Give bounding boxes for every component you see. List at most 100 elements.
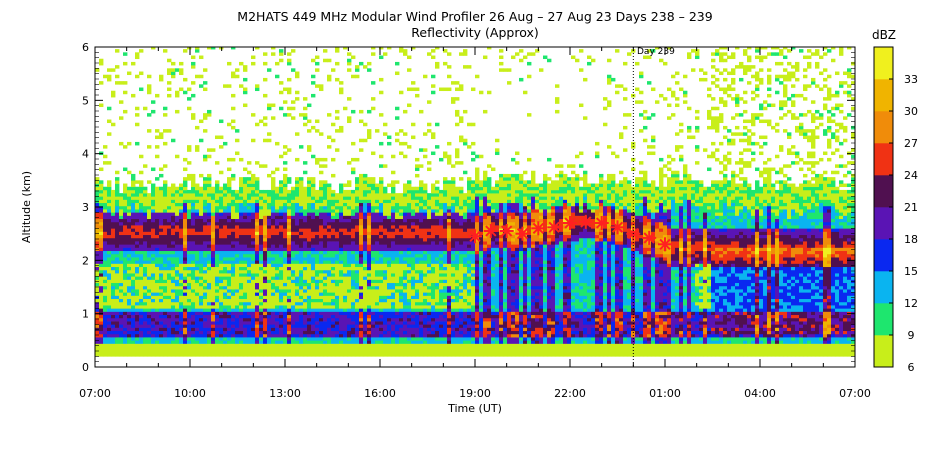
heatmap-cell bbox=[143, 289, 148, 293]
heatmap-cell bbox=[663, 212, 668, 216]
heatmap-cell bbox=[183, 321, 188, 325]
heatmap-cell bbox=[427, 273, 432, 287]
heatmap-cell bbox=[107, 180, 112, 188]
heatmap-cell bbox=[487, 202, 492, 207]
heatmap-cell bbox=[343, 308, 348, 312]
heatmap-cell bbox=[123, 145, 128, 149]
heatmap-cell bbox=[439, 250, 444, 255]
heatmap-cell bbox=[183, 202, 188, 207]
heatmap-cell bbox=[647, 324, 652, 328]
heatmap-cell bbox=[271, 52, 276, 56]
heatmap-cell bbox=[175, 314, 180, 319]
heatmap-cell bbox=[159, 269, 164, 274]
heatmap-cell bbox=[143, 311, 148, 322]
heatmap-cell bbox=[475, 301, 480, 306]
heatmap-cell bbox=[511, 337, 516, 344]
heatmap-cell bbox=[563, 282, 568, 287]
heatmap-cell bbox=[291, 257, 296, 261]
heatmap-cell bbox=[427, 308, 432, 312]
heatmap-cell bbox=[131, 337, 136, 341]
heatmap-cell bbox=[375, 311, 380, 322]
heatmap-cell bbox=[447, 250, 452, 264]
heatmap-cell bbox=[135, 301, 140, 306]
heatmap-cell bbox=[451, 183, 456, 197]
heatmap-cell bbox=[303, 97, 308, 101]
heatmap-cell bbox=[667, 343, 672, 357]
heatmap-cell bbox=[251, 189, 256, 197]
heatmap-cell bbox=[531, 314, 536, 319]
heatmap-cell bbox=[511, 253, 516, 258]
heatmap-cell bbox=[115, 221, 120, 248]
heatmap-cell bbox=[535, 260, 540, 264]
heatmap-cell bbox=[619, 183, 624, 188]
heatmap-cell bbox=[415, 273, 420, 280]
heatmap-cell bbox=[271, 177, 276, 191]
heatmap-cell bbox=[147, 250, 152, 258]
heatmap-cell bbox=[327, 113, 332, 117]
heatmap-cell bbox=[659, 218, 664, 223]
heatmap-cell bbox=[391, 317, 396, 322]
heatmap-cell bbox=[287, 340, 292, 344]
heatmap-cell bbox=[535, 269, 540, 287]
heatmap-cell bbox=[543, 247, 548, 261]
heatmap-cell bbox=[415, 164, 420, 168]
heatmap-cell bbox=[623, 311, 628, 316]
heatmap-cell bbox=[407, 337, 412, 341]
heatmap-cell bbox=[359, 173, 364, 200]
heatmap-cell bbox=[319, 321, 324, 332]
heatmap-cell bbox=[171, 183, 176, 194]
heatmap-cell bbox=[403, 237, 408, 245]
heatmap-cell bbox=[447, 289, 452, 293]
heatmap-cell bbox=[167, 269, 172, 274]
heatmap-cell bbox=[615, 260, 620, 264]
heatmap-cell bbox=[419, 250, 424, 255]
heatmap-cell bbox=[179, 295, 184, 303]
heatmap-cell bbox=[127, 337, 132, 344]
heatmap-cell bbox=[551, 212, 556, 216]
heatmap-cell bbox=[583, 247, 588, 255]
heatmap-cell bbox=[483, 282, 488, 293]
heatmap-cell bbox=[479, 250, 484, 258]
heatmap-cell bbox=[239, 340, 244, 344]
heatmap-cell bbox=[207, 308, 212, 312]
heatmap-cell bbox=[183, 333, 188, 338]
heatmap-cell bbox=[323, 333, 328, 338]
heatmap-cell bbox=[639, 221, 644, 236]
heatmap-cell bbox=[251, 61, 256, 66]
heatmap-cell bbox=[315, 119, 320, 124]
heatmap-cell bbox=[247, 276, 252, 280]
heatmap-cell bbox=[255, 199, 260, 204]
heatmap-cell bbox=[535, 343, 540, 357]
heatmap-cell bbox=[255, 327, 260, 338]
heatmap-cell bbox=[415, 343, 420, 357]
heatmap-cell bbox=[611, 295, 616, 300]
heatmap-cell bbox=[495, 186, 500, 191]
heatmap-cell bbox=[523, 324, 528, 328]
heatmap-cell bbox=[367, 285, 372, 290]
heatmap-cell bbox=[531, 196, 536, 200]
heatmap-cell bbox=[267, 68, 272, 72]
heatmap-cell bbox=[571, 324, 576, 328]
heatmap-cell bbox=[395, 314, 400, 319]
heatmap-cell bbox=[599, 311, 604, 325]
heatmap-cell bbox=[259, 292, 264, 296]
heatmap-cell bbox=[295, 180, 300, 184]
heatmap-cell bbox=[583, 317, 588, 325]
heatmap-cell bbox=[399, 285, 404, 290]
heatmap-cell bbox=[399, 250, 404, 255]
heatmap-cell bbox=[643, 266, 648, 271]
heatmap-cell bbox=[147, 298, 152, 309]
heatmap-cell bbox=[387, 260, 392, 264]
heatmap-cell bbox=[283, 282, 288, 287]
heatmap-cell bbox=[591, 295, 596, 303]
heatmap-cell bbox=[651, 145, 656, 149]
heatmap-cell bbox=[395, 292, 400, 309]
heatmap-cell bbox=[511, 209, 516, 213]
heatmap-cell bbox=[171, 282, 176, 290]
heatmap-cell bbox=[503, 308, 508, 312]
heatmap-cell bbox=[599, 247, 604, 252]
heatmap-cell bbox=[331, 327, 336, 332]
heatmap-cell bbox=[507, 241, 512, 248]
heatmap-cell bbox=[131, 330, 136, 338]
heatmap-cell bbox=[331, 273, 336, 277]
